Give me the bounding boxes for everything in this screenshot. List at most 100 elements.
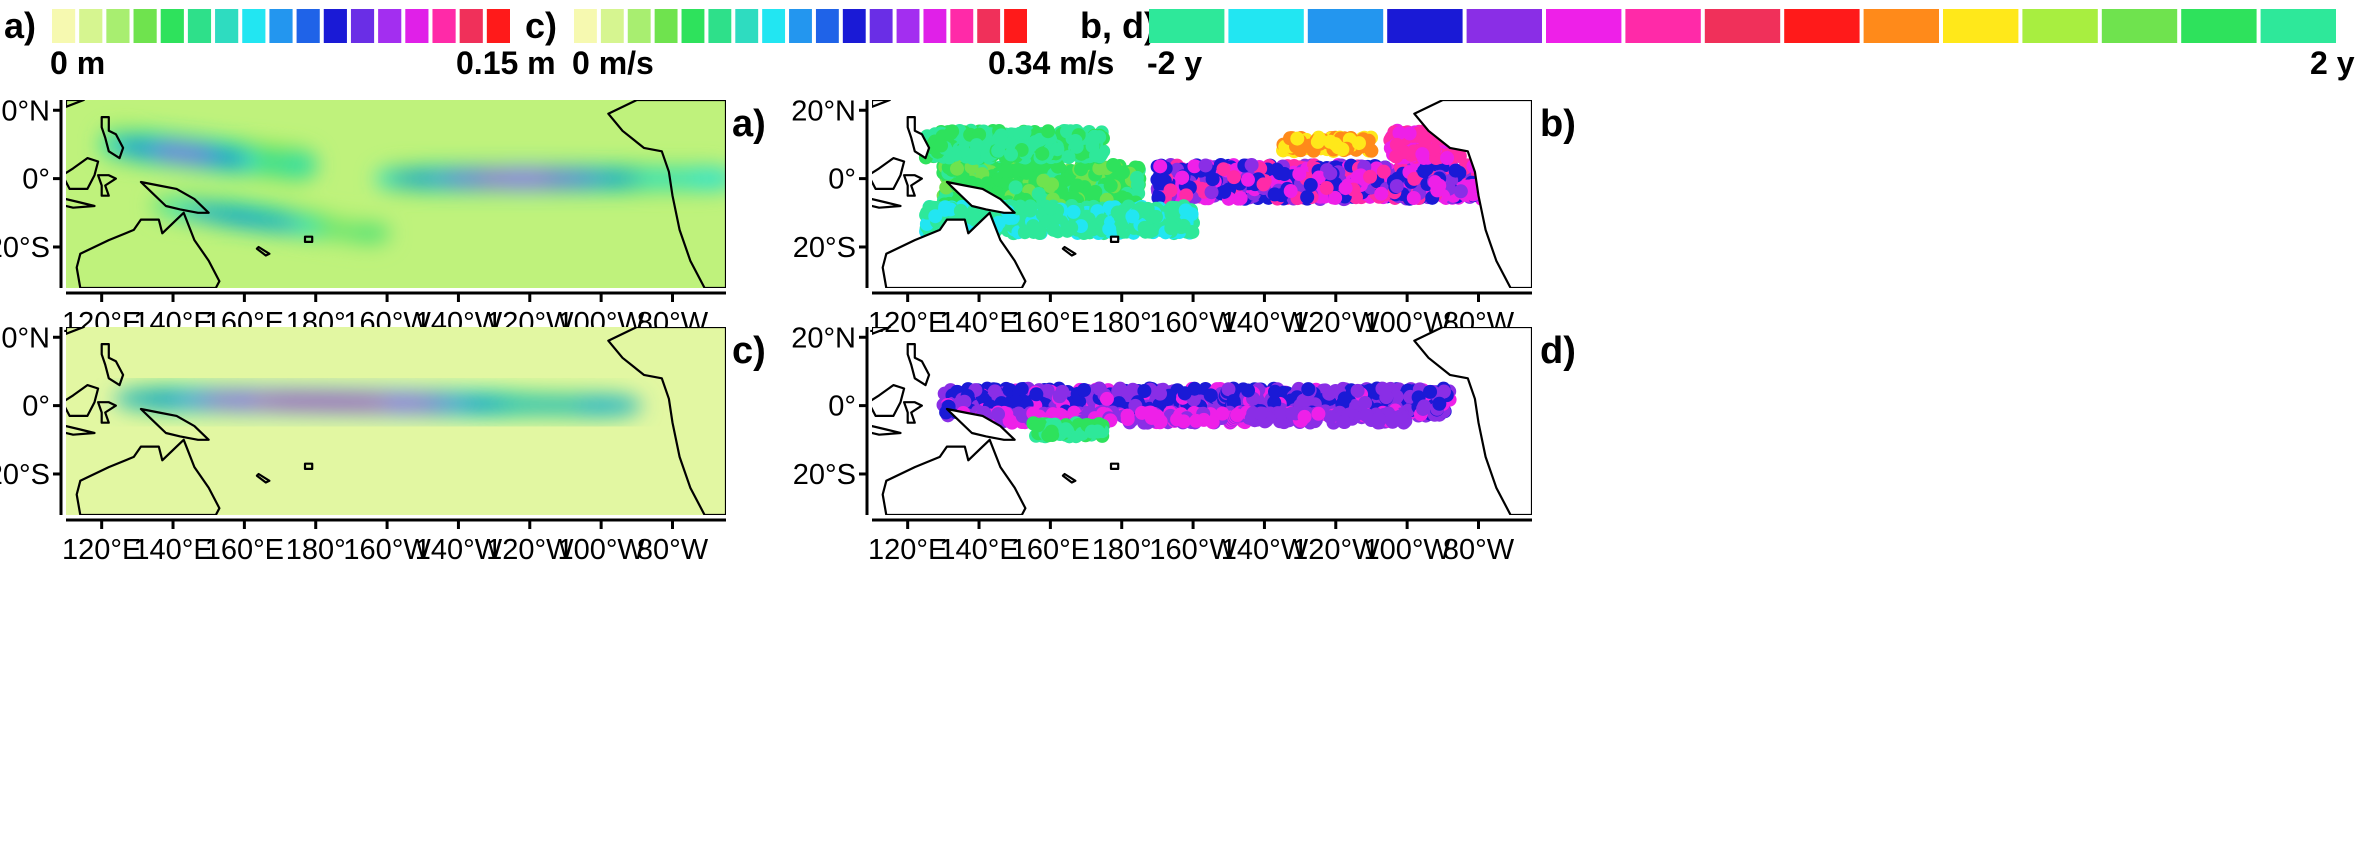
phase-point (1092, 161, 1107, 176)
x-tick-label: 160°W (1149, 534, 1237, 566)
phase-point (1415, 147, 1430, 162)
phase-point (1137, 384, 1152, 399)
y-tick-label: 0° (828, 391, 856, 423)
phase-point (1453, 184, 1468, 199)
coastline (945, 180, 1016, 214)
phase-point (1017, 125, 1032, 140)
phase-point (1151, 190, 1166, 205)
coastline (66, 100, 85, 108)
phase-point (1417, 399, 1432, 414)
phase-point (1338, 181, 1353, 196)
phase-point (1392, 125, 1407, 140)
phase-point (1153, 159, 1168, 174)
phase-point (969, 138, 984, 153)
coastline (872, 425, 902, 436)
coastline (66, 157, 100, 190)
colorbar-a-swatch (296, 9, 320, 43)
x-tick-label: 120°E (868, 534, 947, 566)
phase-point (1322, 386, 1337, 401)
phase-point (1241, 383, 1256, 398)
phase-point (991, 407, 1006, 422)
y-tick-label: 20°S (0, 459, 50, 491)
colorbar-a-swatch (378, 9, 402, 43)
phase-point (1102, 222, 1117, 237)
y-tick-label: 0° (22, 164, 50, 196)
phase-point (1371, 411, 1386, 426)
phase-point (1359, 408, 1374, 423)
colorbar-a-swatch (350, 9, 375, 43)
colorbar-bd-swatch (1863, 9, 1939, 43)
colorbar-c-max: 0.34 m/s (988, 45, 1114, 81)
colorbar-bd-swatch (2181, 9, 2257, 43)
phase-point (950, 161, 965, 176)
coastline (66, 198, 96, 209)
coastline (872, 157, 906, 190)
panel-d-coastlines (872, 327, 1532, 515)
panel-a-plot (66, 100, 726, 288)
x-tick-label: 140°E (939, 534, 1018, 566)
colorbar-bd-swatch (1704, 9, 1781, 43)
phase-point (1374, 186, 1389, 201)
x-tick-label: 180° (1092, 534, 1152, 566)
phase-point (1110, 205, 1125, 220)
phase-point (1052, 389, 1067, 404)
x-tick-label: 120°W (486, 534, 574, 566)
phase-point (1301, 382, 1316, 397)
phase-point (1430, 183, 1445, 198)
colorbar-a-swatch (269, 9, 293, 43)
phase-point (1106, 158, 1121, 173)
phase-point (1363, 169, 1378, 184)
phase-point (1328, 190, 1343, 205)
colorbar-bd-swatch (1943, 9, 2019, 43)
phase-point (1297, 409, 1312, 424)
phase-point (1205, 415, 1220, 430)
phase-point (1071, 394, 1086, 409)
phase-point (1205, 172, 1220, 187)
colorbar-a-max: 0.15 m (456, 45, 556, 81)
panel-d-points (936, 381, 1457, 444)
phase-point (1125, 209, 1140, 224)
phase-point (1103, 178, 1118, 193)
panel-c-field (113, 385, 643, 420)
phase-point (1085, 187, 1100, 202)
coastline (100, 116, 125, 160)
phase-point (953, 203, 968, 218)
colorbar-c-swatch (842, 9, 866, 43)
phase-point (1176, 414, 1191, 429)
phase-point (1323, 166, 1338, 181)
colorbar-a-swatch (187, 9, 212, 43)
colorbar-c-swatch (789, 9, 812, 43)
phase-point (1142, 224, 1157, 239)
phase-point (1300, 190, 1315, 205)
phase-point (1256, 177, 1271, 192)
colorbar-c-swatch (869, 9, 893, 43)
colorbar-c-swatch (762, 9, 786, 43)
colorbar-a-min: 0 m (50, 45, 105, 81)
phase-point (1044, 200, 1059, 215)
phase-point (1351, 136, 1366, 151)
phase-point (972, 127, 987, 142)
colorbar-bd-swatch (2101, 9, 2178, 43)
phase-point (1402, 126, 1417, 141)
coastline (1413, 100, 1532, 288)
phase-point (1216, 162, 1231, 177)
phase-point (1008, 180, 1023, 195)
phase-point (1014, 142, 1029, 157)
phase-point (1310, 134, 1325, 149)
panel-d-label: d) (1540, 330, 1576, 372)
colorbar-bd-min: -2 y (1147, 45, 1202, 81)
phase-point (1290, 131, 1305, 146)
phase-point (1217, 184, 1232, 199)
coastline (881, 438, 1027, 515)
x-tick-label: 120°E (62, 534, 141, 566)
panel-c-coastlines (66, 327, 726, 515)
y-tick-label: 20°S (793, 459, 856, 491)
phase-point (1050, 142, 1065, 157)
phase-point (1179, 188, 1194, 203)
y-tick-label: 20°N (0, 95, 50, 127)
phase-point (1436, 384, 1451, 399)
phase-point (1089, 148, 1104, 163)
colorbar-bd-swatch (1387, 9, 1463, 43)
phase-point (1061, 150, 1076, 165)
